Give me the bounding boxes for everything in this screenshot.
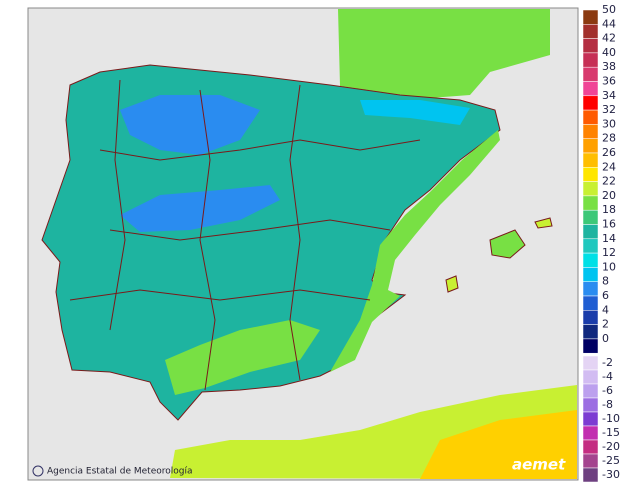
cold-centre xyxy=(120,185,280,232)
legend-label: 20 xyxy=(602,189,616,202)
legend-swatch xyxy=(582,324,599,340)
legend-swatch xyxy=(582,52,599,68)
legend-label: 50 xyxy=(602,3,616,16)
legend-label: 26 xyxy=(602,146,616,159)
legend-label: -4 xyxy=(602,370,613,383)
legend-swatch xyxy=(582,467,599,483)
legend-swatch xyxy=(582,66,599,82)
logo: aemet xyxy=(512,456,566,474)
legend-swatch xyxy=(582,369,599,385)
legend-swatch xyxy=(582,109,599,125)
legend-swatch xyxy=(582,152,599,168)
south-valley xyxy=(165,320,320,395)
legend-swatch xyxy=(582,81,599,97)
legend-label: 32 xyxy=(602,103,616,116)
legend-label: 34 xyxy=(602,89,616,102)
legend-swatch xyxy=(582,338,599,354)
legend-swatch xyxy=(582,167,599,182)
legend-swatch xyxy=(582,295,599,311)
legend-label: 28 xyxy=(602,132,616,145)
legend-swatch xyxy=(582,397,599,413)
legend-label: 44 xyxy=(602,17,616,30)
legend-swatch xyxy=(582,124,599,139)
cold-north xyxy=(120,95,260,155)
legend-swatch xyxy=(582,238,599,254)
legend: 5044424038363432302826242220181614121086… xyxy=(582,3,620,483)
legend-label: -10 xyxy=(602,412,620,425)
legend-label: -15 xyxy=(602,426,620,439)
menorca xyxy=(534,217,553,229)
legend-label: -20 xyxy=(602,440,620,453)
france xyxy=(338,9,550,98)
legend-swatch xyxy=(582,24,599,39)
legend-swatch xyxy=(582,439,599,455)
legend-swatch xyxy=(582,209,599,225)
legend-label: -25 xyxy=(602,454,620,467)
legend-label: 36 xyxy=(602,75,616,88)
legend-label: 12 xyxy=(602,246,616,259)
legend-label: 10 xyxy=(602,260,616,273)
legend-label: -8 xyxy=(602,398,613,411)
legend-label: 38 xyxy=(602,60,616,73)
legend-label: 16 xyxy=(602,218,616,231)
legend-label: -2 xyxy=(602,356,613,369)
legend-swatch xyxy=(582,383,599,399)
province-borders xyxy=(69,79,421,391)
legend-swatch xyxy=(582,95,599,111)
legend-swatch xyxy=(582,38,599,54)
legend-swatch xyxy=(582,355,599,371)
africa-hot xyxy=(420,410,577,479)
legend-swatch xyxy=(582,9,599,25)
map: Agencia Estatal de Meteorología aemet xyxy=(27,7,579,481)
legend-swatch xyxy=(582,181,599,197)
legend-swatch xyxy=(582,195,599,211)
legend-label: 22 xyxy=(602,175,616,188)
border xyxy=(99,139,421,161)
warm-coast xyxy=(330,130,500,372)
legend-label: 0 xyxy=(602,332,609,345)
legend-label: 8 xyxy=(602,275,609,288)
legend-swatch xyxy=(582,224,599,240)
legend-label: 24 xyxy=(602,160,616,173)
border xyxy=(289,84,301,381)
legend-swatch xyxy=(582,252,599,268)
legend-label: 6 xyxy=(602,289,609,302)
legend-label: 30 xyxy=(602,117,616,130)
legend-label: 42 xyxy=(602,32,616,45)
pyrenees xyxy=(360,100,470,125)
legend-swatch xyxy=(582,453,599,469)
ibiza xyxy=(445,275,459,293)
border xyxy=(69,289,371,301)
legend-label: 4 xyxy=(602,303,609,316)
border xyxy=(109,219,391,241)
legend-label: -30 xyxy=(602,468,620,481)
mallorca xyxy=(489,229,526,259)
legend-swatch xyxy=(582,138,599,154)
legend-swatch xyxy=(582,310,599,325)
legend-label: 14 xyxy=(602,232,616,245)
legend-swatch xyxy=(582,425,599,441)
legend-swatch xyxy=(582,411,599,427)
copyright-icon xyxy=(32,465,44,477)
legend-label: 18 xyxy=(602,203,616,216)
border xyxy=(199,89,216,391)
legend-label: -6 xyxy=(602,384,613,397)
border xyxy=(109,79,126,331)
legend-swatch xyxy=(582,267,599,282)
legend-label: 2 xyxy=(602,318,609,331)
credit: Agencia Estatal de Meteorología xyxy=(47,467,193,477)
legend-swatch xyxy=(582,281,599,297)
legend-label: 40 xyxy=(602,46,616,59)
